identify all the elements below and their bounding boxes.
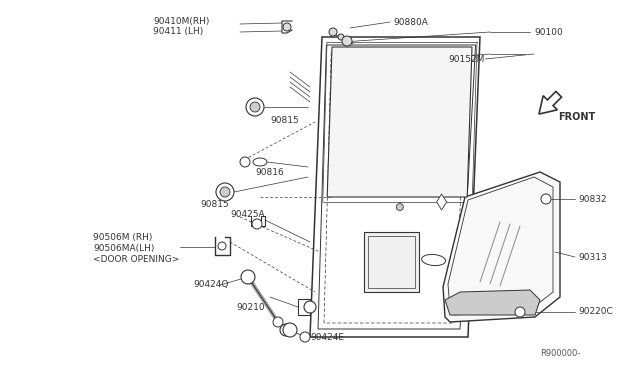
Polygon shape — [298, 299, 310, 315]
Ellipse shape — [422, 254, 445, 266]
Circle shape — [342, 36, 352, 46]
Circle shape — [273, 317, 283, 327]
Polygon shape — [364, 232, 419, 292]
Text: 90411 (LH): 90411 (LH) — [153, 26, 204, 35]
Text: 90506MA(LH): 90506MA(LH) — [93, 244, 154, 253]
Text: 90100: 90100 — [534, 28, 563, 36]
Text: 90880A: 90880A — [393, 17, 428, 26]
Circle shape — [246, 98, 264, 116]
FancyArrow shape — [539, 92, 561, 114]
Circle shape — [304, 301, 316, 313]
Ellipse shape — [253, 158, 267, 166]
Circle shape — [250, 102, 260, 112]
Text: 90815: 90815 — [270, 115, 299, 125]
Circle shape — [283, 23, 291, 31]
Circle shape — [338, 34, 344, 40]
Text: 90424E: 90424E — [310, 333, 344, 341]
Text: 90210: 90210 — [236, 302, 265, 311]
Text: FRONT: FRONT — [558, 112, 595, 122]
Circle shape — [515, 307, 525, 317]
Text: 90425A: 90425A — [230, 209, 264, 218]
Circle shape — [329, 28, 337, 36]
Text: 90815: 90815 — [200, 199, 228, 208]
Text: 90410M(RH): 90410M(RH) — [153, 16, 209, 26]
Polygon shape — [327, 47, 472, 197]
Circle shape — [396, 203, 403, 211]
Text: R900000-: R900000- — [540, 350, 580, 359]
Circle shape — [218, 242, 226, 250]
Circle shape — [541, 194, 551, 204]
Circle shape — [220, 187, 230, 197]
Polygon shape — [445, 290, 540, 315]
Circle shape — [300, 332, 310, 342]
Circle shape — [252, 219, 262, 229]
Text: 90832: 90832 — [578, 195, 607, 203]
Circle shape — [240, 157, 250, 167]
Text: 90220C: 90220C — [578, 308, 612, 317]
Polygon shape — [436, 194, 447, 210]
Text: 90506M (RH): 90506M (RH) — [93, 232, 152, 241]
Polygon shape — [443, 172, 560, 322]
Text: <DOOR OPENING>: <DOOR OPENING> — [93, 254, 179, 263]
Text: 90152M: 90152M — [449, 55, 485, 64]
Polygon shape — [310, 37, 480, 337]
Text: 90816: 90816 — [255, 167, 284, 176]
Circle shape — [283, 323, 297, 337]
Circle shape — [280, 324, 292, 336]
Text: 90313: 90313 — [578, 253, 607, 262]
Circle shape — [216, 183, 234, 201]
Circle shape — [241, 270, 255, 284]
Text: 90424Q: 90424Q — [193, 280, 228, 289]
